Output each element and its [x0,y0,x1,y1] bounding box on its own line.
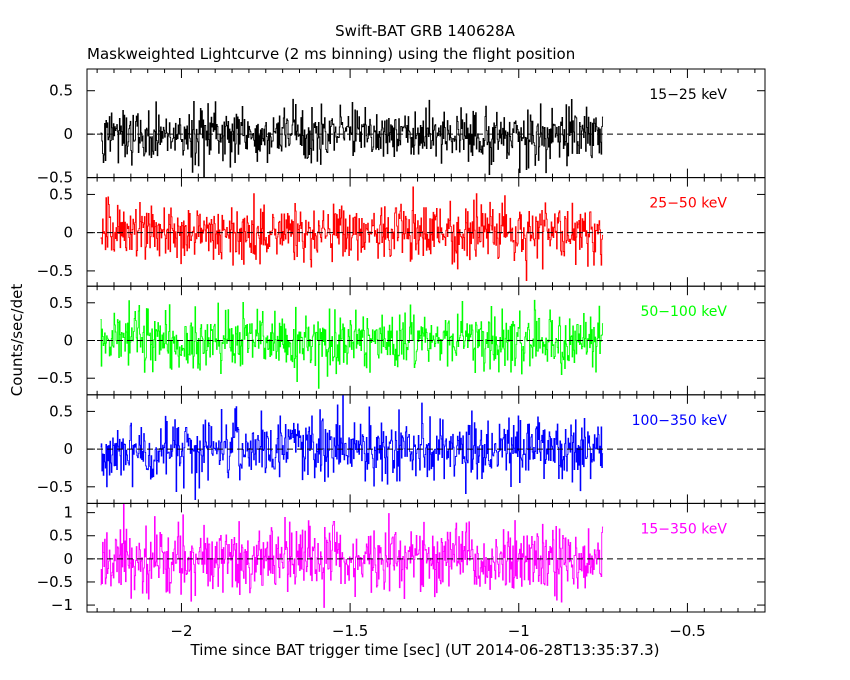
y-tick-label: 0 [63,125,73,143]
panel: −0.5 0 0.5 15−25 keV [37,68,766,187]
chart-title: Swift-BAT GRB 140628A [335,22,515,40]
chart-subtitle: Maskweighted Lightcurve (2 ms binning) u… [87,45,575,63]
band-label: 50−100 keV [640,304,727,320]
band-label: 15−25 keV [649,87,727,103]
y-tick-label: −0.5 [37,478,73,496]
y-tick-label: −1 [51,596,73,614]
panel: −0.5 0 0.5 50−100 keV [37,285,766,396]
x-tick-label: −2 [170,622,192,640]
y-tick-label: 0.5 [49,527,73,545]
y-tick-label: 0.5 [49,82,73,100]
y-tick-label: 0 [63,440,73,458]
y-tick-label: −0.5 [37,262,73,280]
y-tick-label: 0.5 [49,294,73,312]
band-label: 100−350 keV [632,413,728,429]
panel: −0.5 0 0.5 25−50 keV [37,177,766,287]
panel: −0.5 0 0.5 100−350 keV [37,394,766,504]
y-axis-label: Counts/sec/det [8,284,26,397]
band-label: 15−350 keV [640,521,727,537]
y-tick-label: −0.5 [37,369,73,387]
x-tick-label: −1.5 [332,622,368,640]
y-tick-label: −0.5 [37,573,73,591]
series-line [100,98,604,178]
y-tick-label: 0 [63,224,73,242]
x-tick-label: −0.5 [669,622,705,640]
y-tick-label: 0 [63,332,73,350]
panel-frame [86,502,766,613]
series-line [100,504,604,608]
band-label: 25−50 keV [649,196,727,212]
series-line [100,299,604,389]
y-tick-label: −0.5 [37,169,73,187]
series-line [100,394,604,501]
panel-stack: −0.5 0 0.5 15−25 keV −0.5 0 0.5 25−50 keV −0.5 0 0… [37,68,766,640]
panel: −1 −0.5 0 0.5 1 15−350 keV [37,502,766,614]
x-axis-label: Time since BAT trigger time [sec] (UT 20… [190,641,660,659]
y-tick-label: 0.5 [49,402,73,420]
x-tick-label: −1 [508,622,530,640]
y-tick-label: 1 [63,504,73,522]
y-tick-label: 0.5 [49,185,73,203]
y-tick-label: 0 [63,550,73,568]
series-line [100,186,604,282]
